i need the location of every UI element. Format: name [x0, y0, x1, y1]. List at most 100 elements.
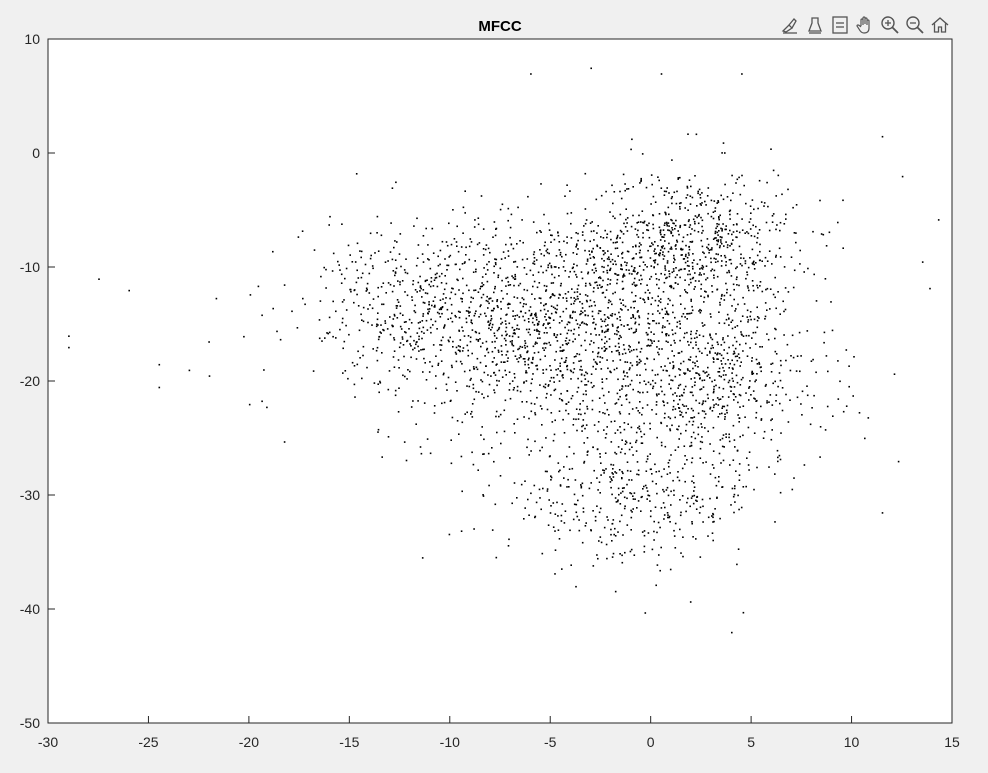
scatter-point: [563, 432, 566, 434]
scatter-point: [673, 355, 675, 357]
scatter-point: [525, 371, 527, 374]
legend-button[interactable]: [828, 13, 852, 37]
scatter-point: [501, 334, 503, 337]
scatter-point: [629, 470, 632, 472]
scatter-point: [751, 357, 753, 359]
scatter-point: [756, 254, 759, 257]
scatter-point: [679, 276, 681, 279]
scatter-point: [566, 343, 568, 346]
scatter-point: [529, 306, 532, 308]
scatter-point: [445, 297, 447, 299]
scatter-point: [643, 545, 646, 548]
scatter-point: [630, 492, 633, 495]
scatter-point: [654, 259, 657, 261]
scatter-point: [647, 296, 649, 299]
scatter-point: [576, 295, 579, 298]
pan-button[interactable]: [853, 13, 877, 37]
scatter-point: [667, 297, 670, 300]
scatter-point: [837, 360, 839, 362]
scatter-point: [302, 297, 304, 300]
scatter-point: [667, 206, 670, 209]
scatter-point: [399, 283, 401, 286]
scatter-point: [678, 479, 681, 482]
scatter-point: [717, 371, 719, 373]
scatter-point: [760, 201, 763, 203]
scatter-point: [598, 540, 600, 542]
scatter-point: [434, 277, 437, 279]
scatter-point: [483, 371, 486, 374]
scatter-point: [595, 323, 597, 326]
scatter-point: [423, 357, 425, 360]
scatter-point: [665, 334, 668, 337]
scatter-point: [376, 346, 379, 349]
scatter-point: [660, 379, 663, 382]
scatter-point: [674, 342, 676, 344]
scatter-point: [391, 187, 394, 189]
scatter-point: [572, 418, 575, 420]
scatter-point: [609, 279, 612, 281]
scatter-point: [585, 323, 587, 325]
scatter-point: [674, 224, 677, 227]
scatter-point: [517, 360, 520, 363]
scatter-point: [738, 357, 741, 359]
scatter-point: [332, 252, 335, 255]
scatter-point: [688, 283, 690, 286]
scatter-point: [730, 321, 732, 323]
scatter-point: [304, 303, 306, 306]
scatter-point: [480, 434, 482, 436]
scatter-point: [473, 314, 476, 317]
scatter-point: [557, 515, 559, 517]
home-button[interactable]: [928, 13, 952, 37]
scatter-point: [699, 311, 702, 314]
scatter-point: [629, 492, 631, 494]
scatter-point: [686, 264, 689, 267]
zoom-in-button[interactable]: [878, 13, 902, 37]
scatter-point: [657, 521, 660, 524]
scatter-point: [624, 189, 626, 192]
scatter-point: [355, 281, 358, 284]
scatter-point: [751, 371, 753, 374]
scatter-point: [703, 301, 705, 303]
zoom-out-button[interactable]: [903, 13, 927, 37]
scatter-point: [893, 373, 896, 375]
scatter-point: [678, 352, 681, 354]
scatter-point: [396, 305, 399, 307]
scatter-point: [597, 312, 600, 315]
scatter-point: [606, 426, 608, 428]
scatter-point: [497, 351, 500, 353]
scatter-point: [718, 246, 721, 249]
scatter-point: [627, 250, 630, 253]
scatter-point: [531, 321, 534, 324]
scatter-point: [774, 473, 776, 475]
scatter-point: [779, 359, 782, 362]
scatter-point: [735, 182, 737, 184]
scatter-point: [690, 445, 693, 447]
scatter-point: [525, 328, 528, 331]
scatter-point: [683, 336, 685, 339]
scatter-point: [624, 443, 627, 445]
scatter-point: [545, 396, 547, 399]
scatter-point: [929, 287, 931, 290]
scatter-point: [659, 230, 662, 232]
scatter-point: [764, 302, 767, 304]
scatter-point: [455, 316, 457, 318]
pan-icon: [856, 16, 870, 34]
scatter-point: [579, 313, 581, 316]
scatter-point: [614, 471, 616, 473]
scatter-point: [573, 368, 576, 370]
scatter-point: [657, 351, 659, 354]
scatter-point: [709, 473, 712, 475]
scatter-point: [377, 431, 379, 433]
scatter-point: [528, 321, 530, 323]
scatter-point: [452, 209, 454, 211]
scatter-point: [768, 401, 770, 403]
scatter-point: [623, 222, 625, 225]
data-cursor-button[interactable]: [803, 13, 827, 37]
brush-button[interactable]: [778, 13, 802, 37]
scatter-point: [622, 472, 624, 475]
scatter-point: [620, 263, 622, 266]
scatter-point: [708, 249, 711, 251]
scatter-point: [463, 335, 466, 337]
y-tick-label: -10: [20, 259, 40, 275]
scatter-point: [756, 241, 758, 244]
